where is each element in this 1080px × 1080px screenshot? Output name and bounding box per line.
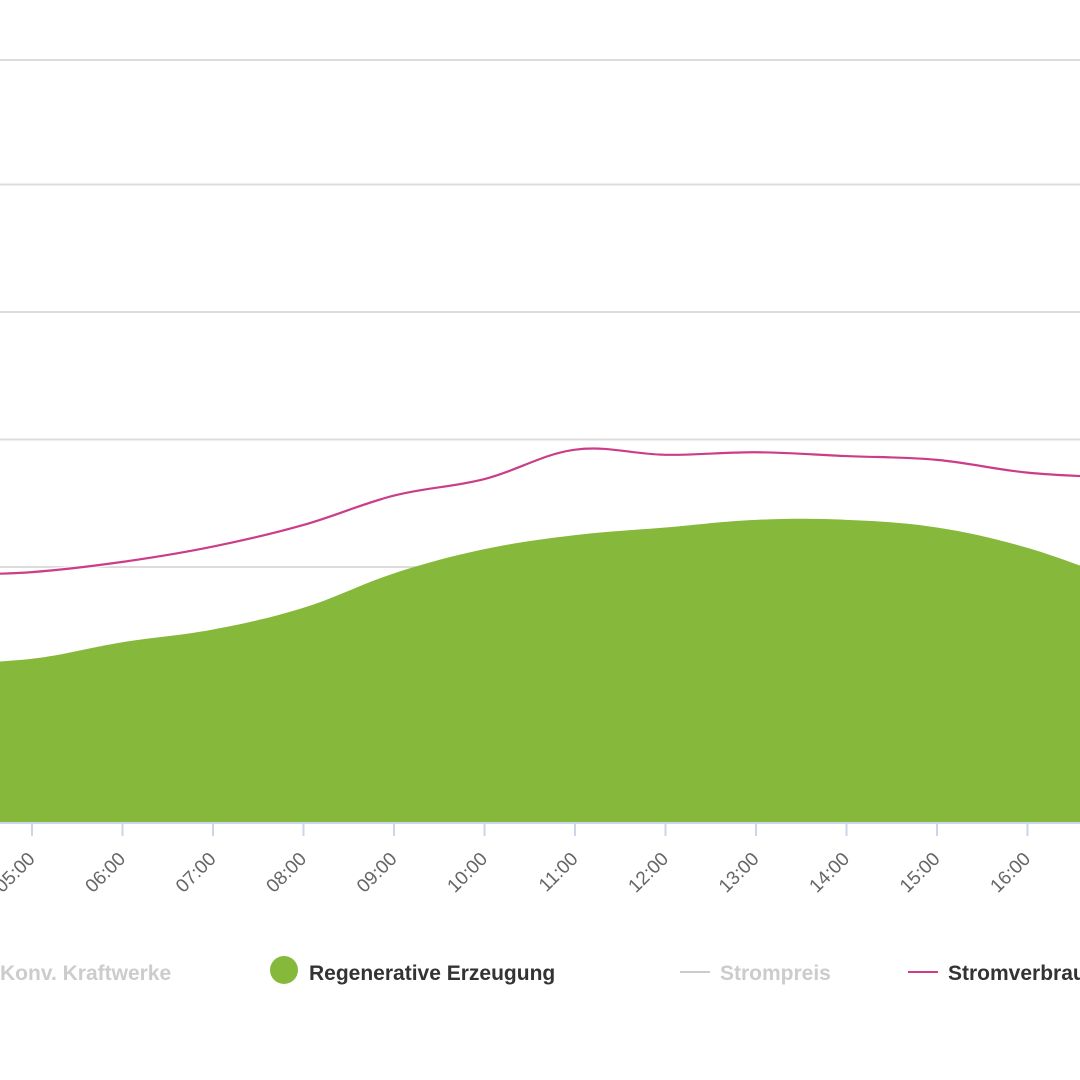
- stromverbrauch-series: [0, 446, 1080, 577]
- x-tick-label: 06:00: [82, 849, 130, 897]
- x-axis: 05:00 06:00 07:00 08:00 09:00 10:00 11:00 12:00…: [0, 822, 1080, 897]
- regenerative-series: [0, 518, 1080, 822]
- legend-item-strompreis[interactable]: Strompreis: [680, 962, 831, 985]
- legend: Konv. Kraftwerke Regenerative Erzeugung St…: [0, 956, 1080, 985]
- legend-item-regenerative-erzeugung[interactable]: Regenerative Erzeugung: [270, 956, 555, 985]
- legend-label: Konv. Kraftwerke: [0, 962, 171, 985]
- legend-item-konv-kraftwerke[interactable]: Konv. Kraftwerke: [0, 962, 171, 985]
- x-tick-label: 11:00: [535, 849, 582, 896]
- x-tick-label: 13:00: [715, 849, 763, 897]
- x-tick-label: 16:00: [987, 849, 1035, 897]
- x-tick-label: 12:00: [625, 849, 673, 897]
- line-stromverbrauch: [0, 447, 1080, 575]
- legend-symbol-circle: [270, 956, 298, 984]
- x-tick-label: 07:00: [172, 849, 220, 897]
- legend-label: Regenerative Erzeugung: [309, 962, 555, 985]
- area-regenerative: [0, 518, 1080, 822]
- legend-item-stromverbrauch[interactable]: Stromverbrauch: [908, 962, 1080, 985]
- x-tick-label: 14:00: [806, 849, 854, 897]
- legend-label: Strompreis: [720, 962, 831, 985]
- x-tick-label: 15:00: [896, 849, 944, 897]
- x-tick-label: 08:00: [263, 849, 311, 897]
- x-tick-label: 05:00: [0, 849, 40, 897]
- legend-label: Stromverbrauch: [948, 962, 1080, 985]
- x-tick-label: 09:00: [353, 849, 401, 897]
- x-tick-label: 10:00: [444, 849, 492, 897]
